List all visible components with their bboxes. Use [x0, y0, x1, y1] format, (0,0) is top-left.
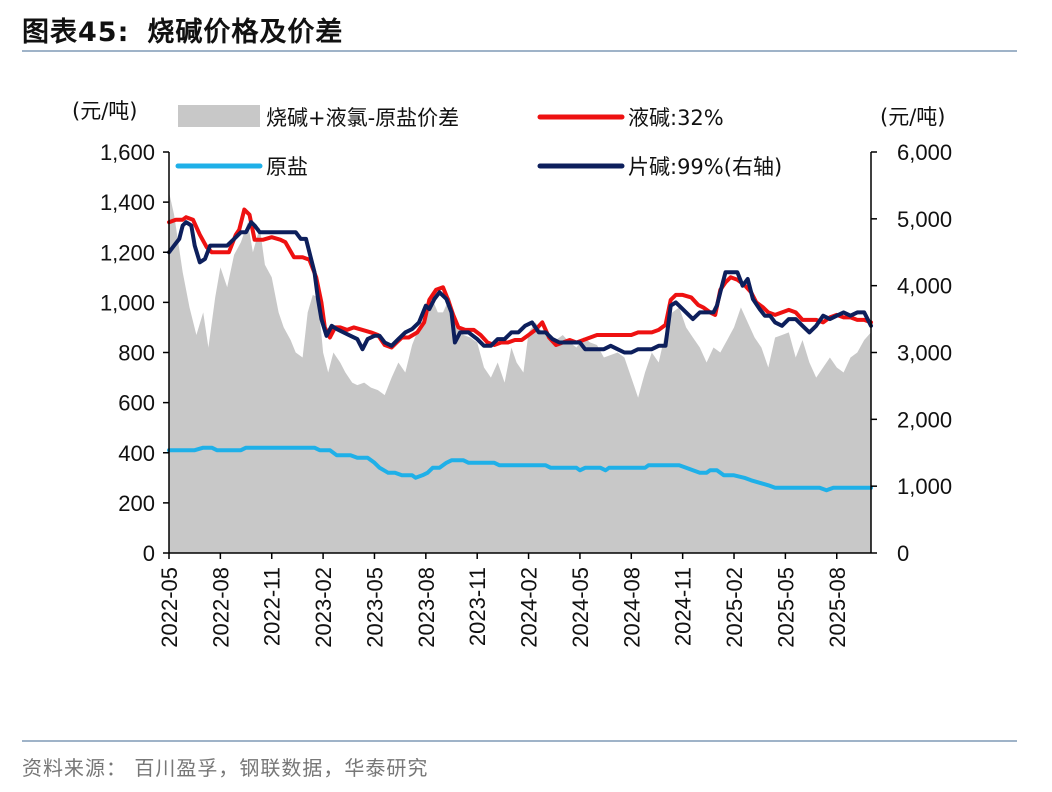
y-right-tick-label: 5,000 [897, 207, 952, 232]
figure-title: 烧碱价格及价差 [147, 17, 344, 48]
x-tick-label: 2025-02 [722, 567, 747, 648]
y-left-tick-label: 1,200 [100, 240, 155, 265]
x-tick-label: 2024-08 [619, 567, 644, 648]
legend-item-spread: 烧碱+液氯-原盐价差 [178, 105, 459, 130]
y-left-tick-label: 400 [118, 441, 155, 466]
legend-item-raw-salt: 原盐 [175, 155, 308, 179]
y-left-tick-label: 600 [118, 391, 155, 416]
x-tick-label: 2023-05 [363, 567, 388, 648]
y-right-tick-label: 3,000 [897, 341, 952, 366]
series-spread-area [169, 192, 871, 553]
y-right-tick-label: 2,000 [897, 407, 952, 432]
figure-header: 图表45: 烧碱价格及价差 [0, 0, 1052, 52]
axes-layer: 0 200 400 600 800 1,000 1,200 1,400 1,600 0 1,000 2… [100, 140, 952, 648]
lines-layer [167, 207, 873, 493]
chart: 0 200 400 600 800 1,000 1,200 1,400 1,600 0 1,000 2… [72, 99, 952, 648]
x-tick-label: 2024-02 [517, 567, 542, 648]
figure-number: 图表45: [22, 17, 130, 48]
x-tick-label: 2025-08 [825, 567, 850, 648]
y-right-tick-label: 1,000 [897, 474, 952, 499]
x-tick-label: 2022-05 [157, 567, 182, 648]
y-left-tick-label: 200 [118, 491, 155, 516]
series-raw-salt-line [167, 445, 873, 493]
x-tick-label: 2023-02 [311, 567, 336, 648]
legend-label: 烧碱+液氯-原盐价差 [266, 106, 459, 130]
y-left-tick-label: 1,000 [100, 290, 155, 315]
y-left-tick-label: 1,400 [100, 190, 155, 215]
x-tick-label: 2023-08 [414, 567, 439, 648]
right-axis-unit: (元/吨) [880, 105, 945, 129]
source-note: 资料来源： 百川盈孚，钢联数据，华泰研究 [22, 756, 429, 780]
y-right-tick-label: 0 [897, 541, 909, 566]
legend-item-liquid-caustic: 液碱:32% [537, 106, 724, 130]
legend-label: 片碱:99%(右轴) [628, 155, 782, 179]
figure-title-block: 图表45: 烧碱价格及价差 [22, 10, 343, 49]
y-right-tick-label: 6,000 [897, 140, 952, 165]
legend-swatch [178, 105, 260, 127]
legend-label: 液碱:32% [628, 106, 724, 130]
x-tick-label: 2025-05 [773, 567, 798, 648]
y-left-tick-label: 1,600 [100, 140, 155, 165]
spread-area-layer [169, 192, 871, 553]
legend: 烧碱+液氯-原盐价差 液碱:32% 原盐 片碱:99%(右轴) [175, 105, 782, 179]
series-flake-caustic-line [167, 220, 873, 355]
x-tick-label: 2024-05 [568, 567, 593, 648]
left-axis-unit: (元/吨) [72, 99, 137, 123]
bottom-rule [22, 740, 1017, 742]
legend-item-flake-caustic: 片碱:99%(右轴) [537, 155, 782, 179]
y-left-tick-label: 0 [143, 541, 155, 566]
x-tick-label: 2022-08 [208, 567, 233, 648]
y-left-tick-label: 800 [118, 341, 155, 366]
x-tick-label: 2022-11 [260, 567, 285, 646]
legend-label: 原盐 [266, 155, 308, 179]
x-tick-label: 2024-11 [671, 567, 696, 646]
x-tick-label: 2023-11 [465, 567, 490, 646]
y-right-tick-label: 4,000 [897, 274, 952, 299]
top-rule [22, 50, 1017, 52]
